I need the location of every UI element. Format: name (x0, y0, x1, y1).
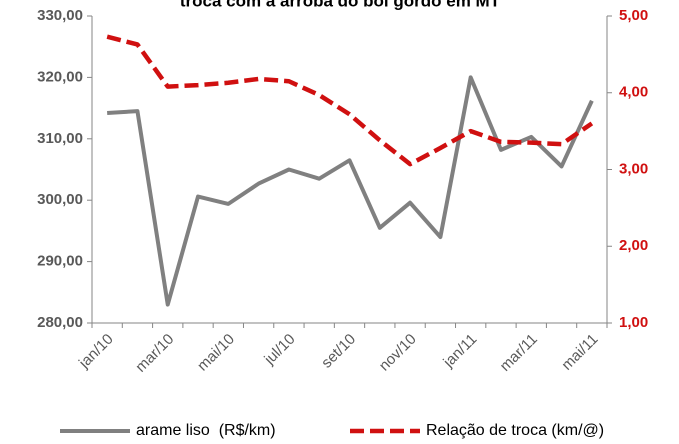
y-tick-label: 310,00 (37, 130, 83, 147)
y2-tick-label: 3,00 (619, 160, 648, 177)
y-tick-label: 290,00 (37, 253, 83, 270)
x-tick-label: mar/11 (497, 331, 541, 375)
y2-tick-label: 1,00 (619, 314, 648, 331)
x-tick-label: mai/10 (194, 331, 238, 375)
y-tick-label: 300,00 (37, 191, 83, 208)
legend-label: arame liso (R$/km) (136, 422, 276, 439)
data-line (106, 34, 594, 167)
x-tick-label: jan/10 (75, 331, 117, 373)
y-tick-label: 280,00 (37, 314, 83, 331)
x-tick-label: nov/10 (376, 331, 420, 375)
x-tick-label: jan/11 (439, 331, 480, 372)
x-tick-label: mar/10 (132, 331, 177, 376)
chart-title: troca com a arroba do boi gordo em MT (180, 0, 501, 10)
y-tick-label: 320,00 (37, 68, 83, 85)
y2-tick-label: 5,00 (619, 7, 648, 24)
y2-tick-label: 4,00 (619, 84, 648, 101)
legend-label: Relação de troca (km/@) (426, 422, 604, 439)
x-tick-label: mai/11 (558, 331, 601, 374)
y-tick-label: 330,00 (37, 7, 83, 24)
data-line (107, 75, 594, 307)
x-tick-label: set/10 (318, 331, 359, 372)
y2-tick-label: 2,00 (619, 237, 648, 254)
x-tick-label: jul/10 (260, 331, 298, 369)
